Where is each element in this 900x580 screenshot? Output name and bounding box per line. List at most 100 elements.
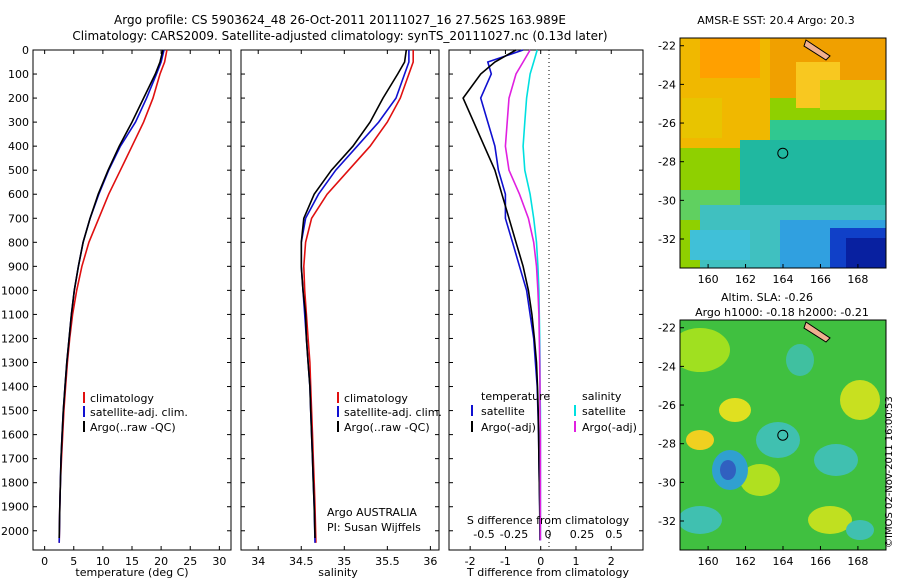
lon-tick-label: 166 [810,273,831,286]
depth-tick-label: 2000 [1,525,29,538]
depth-tick-label: 100 [8,68,29,81]
series-line-climatology [58,49,168,543]
x-tick-label: 15 [125,555,139,568]
series-line-argo-raw-qc- [300,49,408,539]
x-tick-label: 0 [537,555,544,568]
temperature-series [58,49,168,543]
x-tick-label: 1 [572,555,579,568]
lat-tick-label: -22 [658,40,676,53]
x-tick-label: 0 [41,555,48,568]
difference-axes-frame [448,49,644,551]
series-line-argo-adj- [504,49,542,541]
difference-series [462,49,542,541]
lat-tick-label: -24 [658,78,676,91]
x-tick-label: 20 [154,555,168,568]
legend-label-argo: Argo(..raw -QC) [344,421,430,434]
series-line-satellite-adj-clim- [300,50,410,543]
lon-tick-label: 168 [847,555,868,568]
x-tick-label: -2 [465,555,476,568]
principal-investigator-label: PI: Susan Wijffels [327,521,421,534]
sla-map-ticks: 160 162 164 166 168 -22 -24 -26 -28 -30 -32 [658,322,868,568]
x-tick-label: 35.5 [375,555,400,568]
salinity-series [300,49,415,543]
lon-tick-label: 160 [698,555,719,568]
salinity-panel: 34 34.5 35 35.5 36 salinity climatology sate… [240,49,442,579]
x-tick-label: 34 [251,555,265,568]
lat-tick-label: -32 [658,515,676,528]
depth-tick-label: 1900 [1,501,29,514]
legend-heading-temperature: temperature [481,390,550,403]
sst-map-panel: AMSR-E SST: 20.4 Argo: 20.3 160 162 164 166… [658,14,887,286]
salinity-x-label: salinity [318,566,358,579]
lon-tick-label: 166 [810,555,831,568]
depth-tick-label: 1100 [1,308,29,321]
x-tick-label: 10 [96,555,110,568]
depth-tick-label: 800 [8,236,29,249]
depth-tick-label: 1600 [1,429,29,442]
salinity-axes-frame [240,49,440,551]
depth-tick-label: 1500 [1,405,29,418]
lon-tick-label: 168 [847,273,868,286]
legend-label-climatology: climatology [344,392,408,405]
sla-map-panel: Altim. SLA: -0.26 Argo h1000: -0.18 h200… [658,291,887,568]
top-tick-label: -0.5 [473,528,494,541]
series-line-climatology [302,50,415,543]
depth-tick-label: 1400 [1,381,29,394]
difference-legend: temperature satellite Argo(-adj) salinit… [471,390,637,434]
difference-panel: -2 -1 0 1 2 S difference from climatology -0… [448,49,644,579]
salinity-difference-tick-labels: -0.5 -0.25 0 0.25 0.5 [473,528,622,541]
temperature-ticks: 0100200300400500600700800900100011001200… [1,44,231,568]
argo-location-marker [777,147,789,159]
depth-tick-label: 500 [8,164,29,177]
lon-tick-label: 162 [735,555,756,568]
sla-field [680,320,886,550]
legend-label-satellite: satellite-adj. clim. [90,406,188,419]
depth-tick-label: 1200 [1,332,29,345]
temperature-difference-x-label: T difference from climatology [466,566,629,579]
lat-tick-label: -30 [658,194,676,207]
difference-ticks: -2 -1 0 1 2 [449,49,643,568]
lat-tick-label: -32 [658,233,676,246]
legend-label-s-satellite: satellite [582,405,626,418]
lat-tick-label: -28 [658,156,676,169]
lon-tick-label: 162 [735,273,756,286]
figure-title: Argo profile: CS 5903624_48 26-Oct-2011 … [114,13,566,27]
legend-label-satellite: satellite-adj. clim. [344,406,442,419]
temperature-legend: climatology satellite-adj. clim. Argo(..… [83,392,188,434]
x-tick-label: 34.5 [289,555,314,568]
lat-tick-label: -26 [658,399,676,412]
temperature-axes-frame [32,49,232,551]
depth-tick-label: 0 [22,44,29,57]
depth-tick-label: 1300 [1,357,29,370]
figure-subtitle: Climatology: CARS2009. Satellite-adjuste… [72,29,607,43]
depth-tick-label: 200 [8,92,29,105]
legend-label-t-argo: Argo(-adj) [481,421,536,434]
x-tick-label: 36 [423,555,437,568]
top-tick-label: 0.5 [605,528,623,541]
series-line-argo-adj- [462,49,541,541]
sla-map-title: Altim. SLA: -0.26 [721,291,813,304]
depth-tick-label: 1000 [1,284,29,297]
legend-label-climatology: climatology [90,392,154,405]
sst-field [680,38,886,268]
lat-tick-label: -22 [658,322,676,335]
depth-tick-label: 1800 [1,477,29,490]
lat-tick-label: -24 [658,360,676,373]
sla-map-subtitle: Argo h1000: -0.18 h2000: -0.21 [695,306,869,319]
lon-tick-label: 164 [773,273,794,286]
x-tick-label: 25 [183,555,197,568]
series-line-argo-raw-qc- [58,49,164,539]
x-tick-label: 2 [608,555,615,568]
sst-map-ticks: 160 162 164 166 168 -22 -24 -26 -28 -30 -32 [658,40,868,286]
depth-tick-label: 700 [8,212,29,225]
legend-heading-salinity: salinity [582,390,622,403]
x-tick-label: 30 [212,555,226,568]
lat-tick-label: -30 [658,476,676,489]
depth-tick-label: 1700 [1,453,29,466]
top-tick-label: 0 [545,528,552,541]
salinity-ticks: 34 34.5 35 35.5 36 [241,49,439,568]
x-tick-label: -1 [500,555,511,568]
float-agency-label: Argo AUSTRALIA [327,506,417,519]
x-tick-label: 35 [337,555,351,568]
